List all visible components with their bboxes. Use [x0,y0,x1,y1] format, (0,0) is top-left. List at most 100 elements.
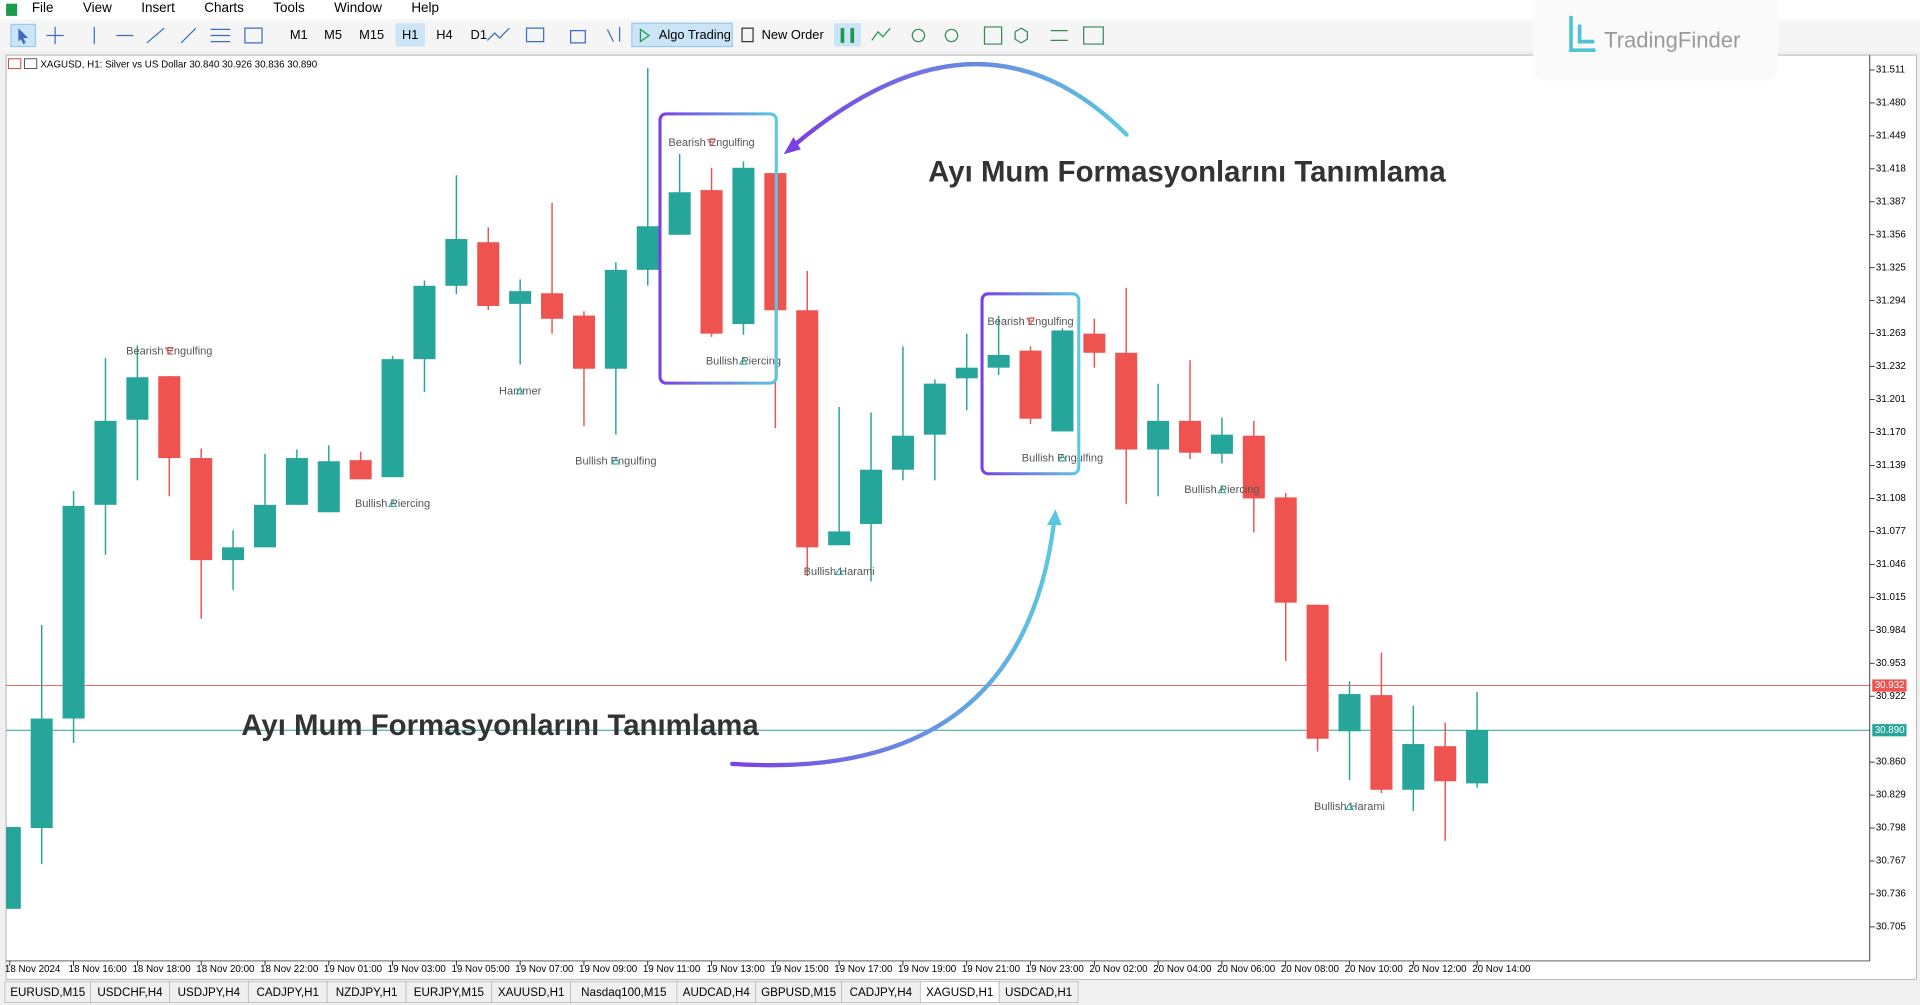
toolbar-button[interactable]: New Order [762,27,825,42]
candle-body [317,461,340,513]
candle-body [1306,604,1329,739]
logo-text: TradingFinder [1604,27,1740,52]
algo-trading-button[interactable] [631,22,733,48]
tab-label[interactable]: AUDCAD,H4 [683,986,751,999]
tab-label[interactable]: EURJPY,M15 [414,986,484,999]
x-tick-label: 18 Nov 22:00 [260,964,319,975]
x-tick-label: 20 Nov 04:00 [1153,964,1212,975]
tab-label[interactable]: Nasdaq100,M15 [581,986,666,999]
x-tick-label: 19 Nov 09:00 [579,964,638,975]
price-label: 30.932 [1875,680,1905,691]
tab-label[interactable]: CADJPY,H1 [257,986,319,999]
pattern-label: Bullish Harami [1314,801,1385,813]
y-tick-label: 30.736 [1876,889,1906,900]
chart-icon [8,58,22,70]
tab-label[interactable]: XAUUSD,H1 [498,986,565,999]
candle-body [987,354,1010,368]
indicator-tool[interactable] [871,27,891,41]
app-icon [6,3,18,16]
tab-label[interactable]: USDJPY,H4 [178,986,241,999]
highlight-box [658,112,778,385]
menu-item[interactable]: Window [334,0,382,15]
pattern-arrow [515,386,525,395]
y-tick-label: 30.798 [1876,823,1906,834]
drawing-tools[interactable] [93,26,263,45]
candle-body [6,826,21,909]
x-tick-label: 19 Nov 07:00 [515,964,574,975]
y-tick-label: 30.860 [1876,757,1906,768]
candle-body [62,505,85,719]
candle-body [158,376,181,459]
menu-item[interactable]: Help [411,0,439,15]
candle-body [1434,746,1457,782]
candle-body [30,718,53,829]
timeframe-button[interactable]: M15 [359,27,384,42]
crosshair-tool[interactable] [46,26,64,45]
pattern-arrow [164,347,174,356]
candle-body [860,469,883,524]
tab-label[interactable]: USDCAD,H1 [1005,986,1072,999]
pattern-label: Bullish Piercing [706,356,781,368]
timeframe-button[interactable]: D1 [471,27,487,42]
x-tick-label: 18 Nov 16:00 [69,964,128,975]
callout: Ayı Mum Formasyonlarını Tanımlama [241,709,759,742]
candle-body [1338,694,1361,732]
tab[interactable] [998,981,1079,1003]
y-tick-label: 31.263 [1876,328,1906,339]
x-tick-label: 19 Nov 05:00 [451,964,510,975]
tab-label[interactable]: NZDJPY,H1 [336,986,398,999]
pattern-label: Bullish Engulfing [575,455,656,467]
candle-body [891,435,914,470]
candle-mode[interactable] [833,23,861,47]
y-tick-label: 31.232 [1876,361,1906,372]
chart-header: XAGUSD, H1: Silver vs US Dollar 30.840 3… [40,59,317,70]
timeframe-button[interactable]: M1 [290,27,308,42]
y-tick-label: 31.418 [1876,163,1906,174]
pattern-arrow [1057,453,1067,462]
candle-body [126,377,149,420]
menu-item[interactable]: Insert [141,0,175,15]
timeframe-button[interactable]: H1 [402,27,418,42]
timeframe-button[interactable]: H4 [436,27,452,42]
toolbar-items: M1 M5 M15 H1 H4 D1 Algo Trading New Order [10,22,1104,48]
x-tick-label: 19 Nov 03:00 [388,964,447,975]
tab-label[interactable]: EURUSD,M15 [10,986,85,999]
icon [741,27,754,43]
menu-item[interactable]: Charts [204,0,244,15]
icon [18,28,29,45]
menu-item[interactable]: Tools [273,0,305,15]
x-tick-label: 19 Nov 21:00 [962,964,1021,975]
view-tools[interactable] [911,26,1104,45]
pattern-label: Bearish Engulfing [668,137,754,149]
x-tick-label: 20 Nov 06:00 [1217,964,1276,975]
candle-body [700,190,723,334]
y-tick-label: 30.705 [1876,922,1906,933]
pattern-arrow [707,139,717,147]
axes: 31.511 31.480 31.449 31.418 31.387 31.356 31.3… [5,65,1907,975]
x-tick-label: 20 Nov 02:00 [1089,964,1148,975]
menu-item[interactable]: File [32,0,54,15]
candle-body [253,504,276,548]
timeframe-button[interactable]: M5 [324,27,342,42]
chart-tools[interactable] [486,26,621,44]
y-tick-label: 31.325 [1876,262,1906,273]
pattern-label: Bearish Engulfing [126,346,212,358]
tab-label[interactable]: GBPUSD,M15 [761,986,836,999]
logo-icon [1569,15,1596,53]
candle-body [1210,434,1233,454]
tab-label[interactable]: CADJPY,H4 [850,986,913,999]
candle-body [222,547,245,561]
pattern-arrow [1344,802,1355,811]
candle-body [1402,744,1425,790]
toolbar-button[interactable]: Algo Trading [659,27,731,42]
menu-item[interactable]: View [83,0,112,15]
y-tick-label: 31.201 [1876,394,1906,405]
candle-body [541,293,564,319]
tab-label[interactable]: XAGUSD,H1 [926,986,993,999]
candle-body [668,192,691,235]
candle-body [381,359,404,478]
tab-label[interactable]: USDCHF,H4 [97,986,163,999]
pattern-arrow [388,499,398,508]
